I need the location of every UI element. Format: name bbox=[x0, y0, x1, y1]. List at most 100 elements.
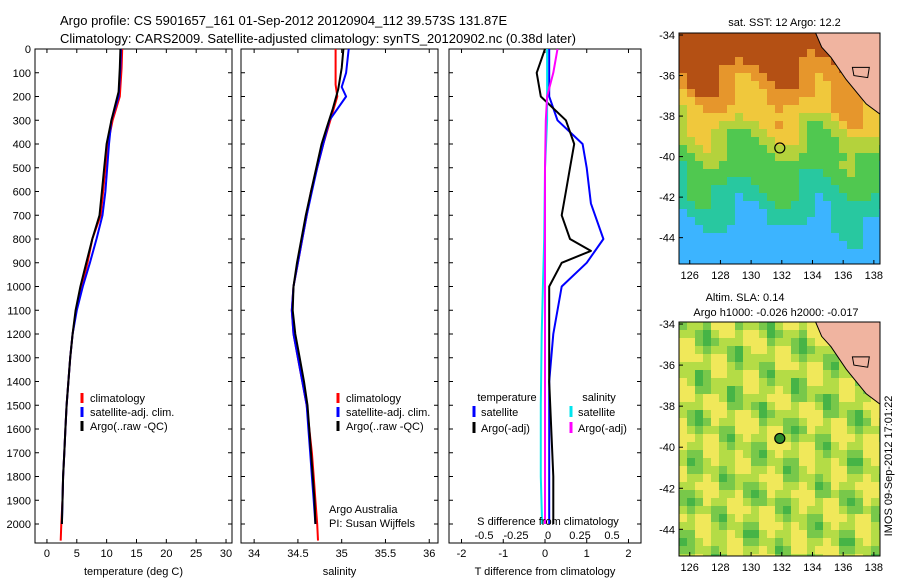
map-cell bbox=[791, 73, 799, 81]
x-tick-label: 20 bbox=[160, 548, 172, 560]
map-cell bbox=[847, 410, 855, 418]
map-cell bbox=[775, 498, 783, 506]
y-tick-label: 1800 bbox=[7, 472, 31, 484]
map-cell bbox=[815, 410, 823, 418]
map-cell bbox=[831, 354, 839, 362]
map-cell bbox=[695, 442, 703, 450]
map-cell bbox=[751, 506, 759, 514]
legend-label: Argo(..raw -QC) bbox=[90, 421, 168, 433]
map-cell bbox=[679, 370, 687, 378]
map-cell bbox=[783, 177, 791, 185]
map-cell bbox=[871, 209, 879, 217]
map-cell bbox=[687, 514, 695, 522]
map-cell bbox=[687, 490, 695, 498]
map-cell bbox=[687, 418, 695, 426]
map-cell bbox=[767, 57, 775, 65]
map-cell bbox=[791, 97, 799, 105]
map-cell bbox=[703, 33, 711, 41]
map-cell bbox=[839, 442, 847, 450]
map-cell bbox=[799, 474, 807, 482]
x-tick-label: 35 bbox=[336, 548, 348, 560]
map-cell bbox=[687, 233, 695, 241]
map-cell bbox=[847, 201, 855, 209]
map-cell bbox=[831, 490, 839, 498]
map-cell bbox=[735, 249, 743, 257]
map-cell bbox=[711, 482, 719, 490]
map-cell bbox=[791, 330, 799, 338]
map-cell bbox=[839, 225, 847, 233]
map-cell bbox=[703, 426, 711, 434]
map-cell bbox=[799, 490, 807, 498]
map-x-tick-label: 130 bbox=[742, 270, 760, 282]
map-cell bbox=[791, 137, 799, 145]
map-cell bbox=[711, 233, 719, 241]
map-cell bbox=[839, 370, 847, 378]
map-cell bbox=[831, 113, 839, 121]
profile-panel-frame-1 bbox=[34, 48, 233, 544]
map-cell bbox=[863, 249, 871, 257]
map-cell bbox=[815, 161, 823, 169]
map-cell bbox=[871, 506, 879, 514]
map-cell bbox=[775, 121, 783, 129]
map-cell bbox=[703, 338, 711, 346]
map-cell bbox=[783, 161, 791, 169]
map-cell bbox=[863, 530, 871, 538]
map-y-tick-label: -44 bbox=[659, 233, 675, 245]
map-cell bbox=[839, 418, 847, 426]
map-cell bbox=[815, 498, 823, 506]
map-cell bbox=[815, 474, 823, 482]
map-cell bbox=[791, 89, 799, 97]
map-cell bbox=[783, 193, 791, 201]
map-cell bbox=[743, 89, 751, 97]
map-x-tick-label: 138 bbox=[865, 562, 883, 574]
map-cell bbox=[855, 386, 863, 394]
map-cell bbox=[743, 554, 751, 556]
map-cell bbox=[783, 121, 791, 129]
map-cell bbox=[703, 354, 711, 362]
map-cell bbox=[751, 338, 759, 346]
map-cell bbox=[847, 121, 855, 129]
map-cell bbox=[871, 185, 879, 193]
map-cell bbox=[767, 322, 775, 330]
map-cell bbox=[679, 482, 687, 490]
map-cell bbox=[695, 538, 703, 546]
map-cell bbox=[751, 426, 759, 434]
map-cell bbox=[695, 434, 703, 442]
y-tick-label: 1500 bbox=[7, 400, 31, 412]
map-cell bbox=[815, 217, 823, 225]
map-cell bbox=[719, 193, 727, 201]
map-cell bbox=[743, 418, 751, 426]
y-tick-label: 500 bbox=[13, 163, 31, 175]
map-cell bbox=[695, 322, 703, 330]
map-cell bbox=[823, 97, 831, 105]
map-cell bbox=[687, 129, 695, 137]
x-axis-label: salinity bbox=[323, 566, 357, 578]
map-cell bbox=[735, 322, 743, 330]
map-cell bbox=[823, 394, 831, 402]
map-cell bbox=[767, 73, 775, 81]
map-cell bbox=[855, 434, 863, 442]
map-cell bbox=[847, 153, 855, 161]
map-cell bbox=[727, 394, 735, 402]
map-cell bbox=[743, 522, 751, 530]
map-cell bbox=[751, 530, 759, 538]
map-cell bbox=[695, 209, 703, 217]
map-cell bbox=[759, 105, 767, 113]
map-cell bbox=[823, 121, 831, 129]
map-cell bbox=[743, 338, 751, 346]
map-cell bbox=[815, 506, 823, 514]
map-cell bbox=[759, 257, 767, 264]
map-cell bbox=[679, 129, 687, 137]
map-cell bbox=[799, 402, 807, 410]
map-cell bbox=[735, 137, 743, 145]
profile-location-marker bbox=[774, 142, 786, 154]
map-cell bbox=[847, 257, 855, 264]
map-cell bbox=[743, 514, 751, 522]
map-cell bbox=[703, 129, 711, 137]
map-cell bbox=[703, 362, 711, 370]
map-cell bbox=[711, 105, 719, 113]
map-cell bbox=[727, 137, 735, 145]
map-cell bbox=[711, 169, 719, 177]
map-cell bbox=[831, 530, 839, 538]
map-x-tick-label: 126 bbox=[681, 270, 699, 282]
